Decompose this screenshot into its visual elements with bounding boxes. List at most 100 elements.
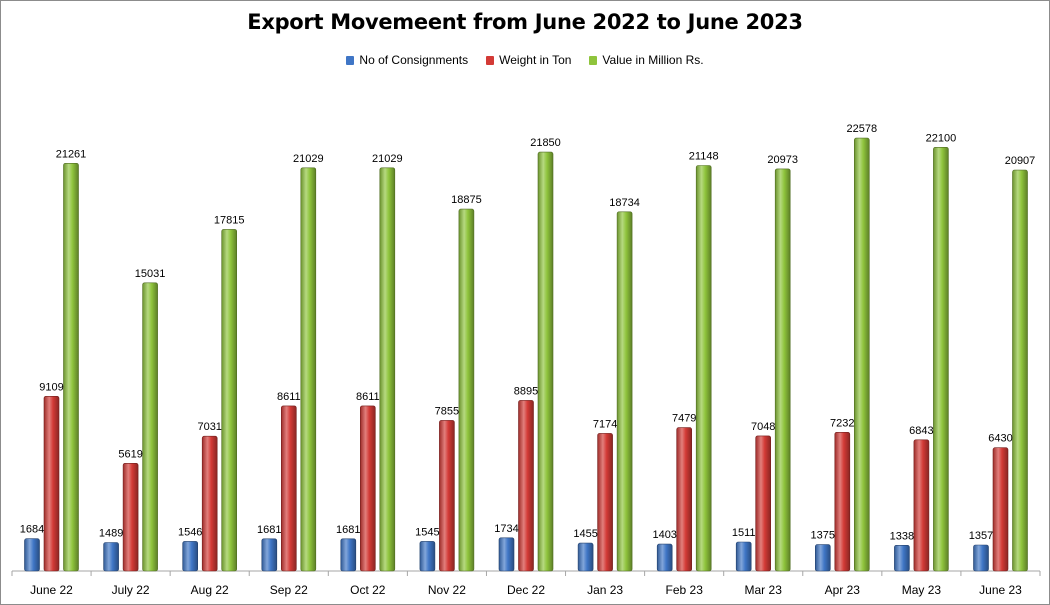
value-label-weight: 8895: [514, 385, 538, 397]
legend-label-consignments: No of Consignments: [359, 53, 469, 67]
bar-weight: [597, 433, 613, 572]
bar-weight: [518, 400, 534, 572]
bar-consignments: [973, 544, 989, 572]
bar-consignments: [24, 538, 40, 572]
value-label-consignments: 1489: [99, 528, 123, 540]
bar-value: [933, 147, 949, 572]
bar-consignments: [419, 541, 436, 572]
value-label-consignments: 1403: [652, 529, 676, 541]
value-label-weight: 5619: [118, 448, 142, 460]
bar-weight: [913, 439, 930, 572]
value-label-value: 21029: [293, 153, 324, 165]
bar-value: [63, 163, 79, 572]
bar-consignments: [498, 537, 515, 572]
value-label-value: 20907: [1005, 155, 1036, 167]
category-label: Apr 23: [825, 583, 861, 597]
category-label: June 22: [30, 583, 73, 597]
category-label: Aug 22: [191, 583, 229, 597]
bar-consignments: [182, 541, 198, 572]
bar-weight: [439, 420, 455, 572]
value-label-value: 22578: [847, 123, 878, 135]
value-label-value: 20973: [767, 154, 798, 166]
bar-consignments: [894, 544, 910, 572]
legend-swatch-value: [589, 55, 598, 65]
value-label-weight: 7855: [435, 405, 459, 417]
value-label-consignments: 1455: [573, 528, 597, 540]
value-label-consignments: 1357: [969, 530, 993, 542]
value-label-value: 18734: [609, 197, 640, 209]
value-label-consignments: 1734: [494, 523, 518, 535]
bar-value: [379, 167, 396, 572]
value-label-value: 21148: [689, 151, 719, 163]
bar-value: [774, 168, 791, 572]
bar-value: [537, 151, 554, 572]
value-label-consignments: 1681: [257, 524, 281, 536]
bar-weight: [280, 405, 297, 572]
bar-weight: [755, 435, 772, 572]
value-label-consignments: 1338: [890, 530, 914, 542]
value-label-consignments: 1684: [20, 524, 44, 536]
bar-value: [1012, 169, 1028, 572]
value-label-value: 15031: [135, 268, 166, 280]
category-label: Oct 22: [350, 583, 386, 597]
bar-weight: [359, 405, 376, 572]
bar-weight: [122, 462, 139, 572]
bar-value: [695, 165, 712, 572]
value-label-value: 21029: [372, 153, 403, 165]
legend-item-consignments: No of Consignments: [346, 53, 468, 67]
category-label: Mar 23: [745, 583, 783, 597]
value-label-weight: 6430: [988, 433, 1012, 445]
category-label: Feb 23: [666, 583, 704, 597]
bar-value: [221, 229, 237, 572]
bar-value: [458, 208, 475, 572]
value-label-consignments: 1546: [178, 526, 202, 538]
bar-weight: [992, 447, 1009, 572]
value-label-weight: 6843: [909, 425, 933, 437]
bar-weight: [834, 431, 851, 572]
bar-consignments: [577, 542, 594, 572]
bar-value: [853, 137, 870, 572]
bar-weight: [43, 395, 60, 572]
value-label-value: 21850: [530, 137, 561, 149]
bar-value: [616, 211, 633, 572]
legend-swatch-consignments: [346, 55, 355, 65]
category-label: Nov 22: [428, 583, 466, 597]
bar-value: [142, 282, 158, 572]
bar-weight: [201, 435, 218, 572]
bar-consignments: [656, 543, 673, 572]
value-label-weight: 8611: [277, 391, 301, 403]
category-label: Sep 22: [270, 583, 308, 597]
legend-label-value: Value in Million Rs.: [602, 53, 704, 67]
legend-swatch-weight: [486, 55, 495, 65]
value-label-weight: 7232: [830, 417, 854, 429]
value-label-value: 21261: [56, 148, 87, 160]
value-label-weight: 9109: [39, 381, 63, 393]
bar-consignments: [261, 538, 278, 572]
legend-item-value: Value in Million Rs.: [589, 53, 704, 67]
value-label-value: 17815: [214, 214, 245, 226]
category-label: July 22: [112, 583, 150, 597]
value-label-weight: 8611: [356, 391, 380, 403]
category-label: June 23: [979, 583, 1022, 597]
category-label: May 23: [902, 583, 942, 597]
bar-consignments: [340, 538, 357, 572]
legend: No of Consignments Weight in Ton Value i…: [0, 53, 1050, 67]
value-label-weight: 7479: [672, 413, 696, 425]
value-label-value: 18875: [451, 194, 482, 206]
bar-consignments: [814, 544, 831, 572]
value-label-consignments: 1375: [811, 530, 835, 542]
legend-label-weight: Weight in Ton: [499, 53, 572, 67]
value-label-consignments: 1511: [732, 527, 756, 539]
bar-consignments: [103, 542, 119, 572]
value-label-weight: 7048: [751, 421, 775, 433]
bar-consignments: [735, 541, 752, 572]
chart-title: Export Movemeent from June 2022 to June …: [247, 10, 803, 34]
value-label-weight: 7174: [593, 418, 617, 430]
bar-value: [300, 167, 317, 572]
legend-item-weight: Weight in Ton: [486, 53, 571, 67]
value-label-value: 22100: [926, 132, 957, 144]
category-label: Dec 22: [507, 583, 545, 597]
value-label-weight: 7031: [197, 421, 221, 433]
value-label-consignments: 1681: [336, 524, 360, 536]
